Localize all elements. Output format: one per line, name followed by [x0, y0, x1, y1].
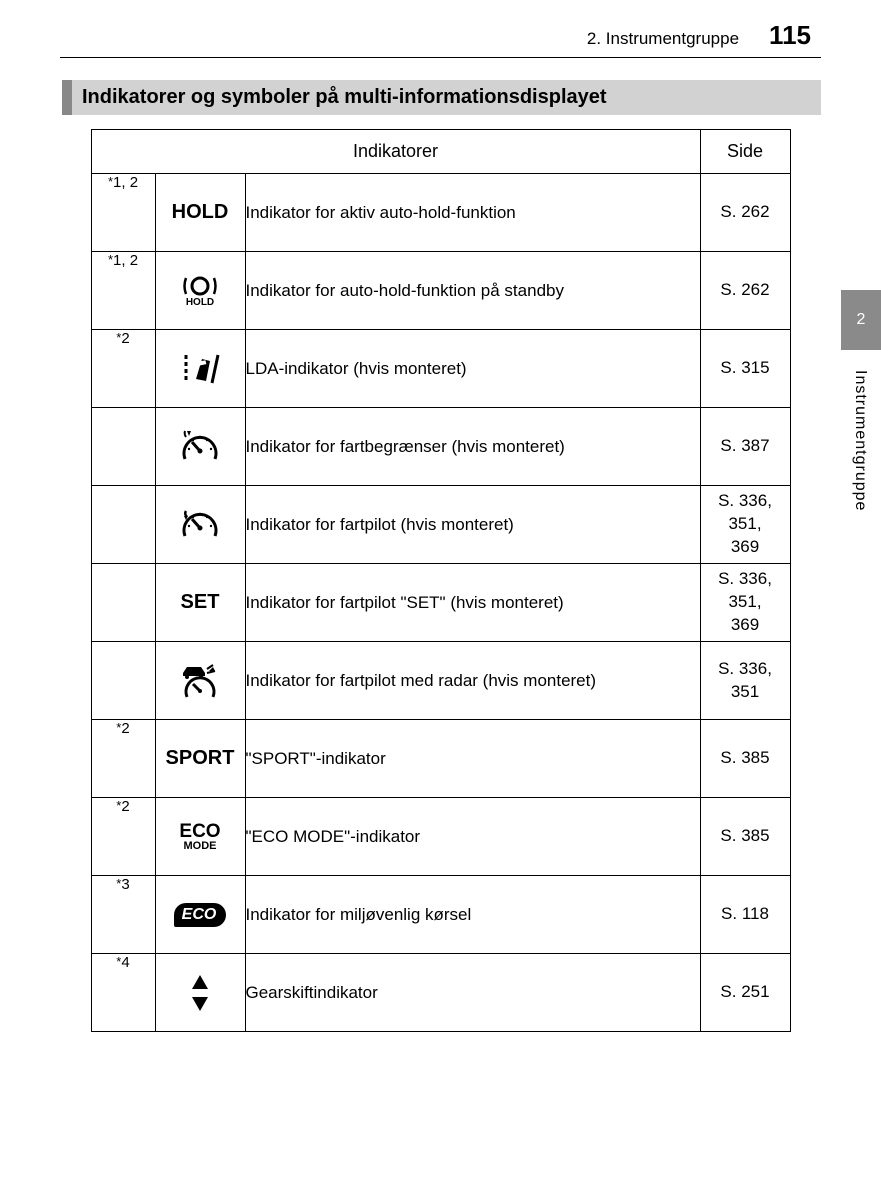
th-page: Side — [700, 130, 790, 174]
chapter-label: 2. Instrumentgruppe — [587, 29, 739, 49]
page-cell: S. 262 — [700, 174, 790, 252]
desc-cell: Indikator for fartpilot med radar (hvis … — [245, 642, 700, 720]
eco-mode-icon: ECO MODE — [156, 822, 245, 852]
side-tab: 2 — [841, 290, 881, 350]
icon-cell — [155, 330, 245, 408]
desc-cell: Indikator for fartpilot "SET" (hvis mont… — [245, 564, 700, 642]
table-row: *3 ECO Indikator for miljøvenlig kørsel … — [91, 876, 790, 954]
desc-cell: LDA-indikator (hvis monteret) — [245, 330, 700, 408]
indicator-table: Indikatorer Side *1, 2 HOLD Indikator fo… — [91, 129, 791, 1032]
lda-icon — [178, 351, 222, 387]
icon-cell: ECO MODE — [155, 798, 245, 876]
table-row: Indikator for fartpilot med radar (hvis … — [91, 642, 790, 720]
table-row: *1, 2 HOLD Indikator for auto-hold-funkt… — [91, 252, 790, 330]
page-cell: S. 387 — [700, 408, 790, 486]
icon-cell — [155, 954, 245, 1032]
table-row: *2 SPORT "SPORT"-indikator S. 385 — [91, 720, 790, 798]
page-cell: S. 315 — [700, 330, 790, 408]
icon-cell: HOLD — [155, 252, 245, 330]
sport-text-icon: SPORT — [166, 747, 235, 770]
table-row: *4 Gearskiftindikator S. 251 — [91, 954, 790, 1032]
note-cell: *4 — [91, 954, 155, 1032]
page-cell: S. 118 — [700, 876, 790, 954]
desc-cell: Indikator for miljøvenlig kørsel — [245, 876, 700, 954]
icon-cell — [155, 642, 245, 720]
cruise-icon — [179, 508, 221, 542]
desc-cell: Indikator for aktiv auto-hold-funktion — [245, 174, 700, 252]
note-cell: *3 — [91, 876, 155, 954]
note-cell — [91, 408, 155, 486]
note-cell: *2 — [91, 330, 155, 408]
desc-cell: "SPORT"-indikator — [245, 720, 700, 798]
side-label: Instrumentgruppe — [851, 370, 869, 511]
page-cell: S. 262 — [700, 252, 790, 330]
page-cell: S. 336,351,369 — [700, 564, 790, 642]
page-cell: S. 336,351,369 — [700, 486, 790, 564]
note-cell: *2 — [91, 720, 155, 798]
page-cell: S. 251 — [700, 954, 790, 1032]
table-row: *2 LDA-indikator (hvis monteret) S. 315 — [91, 330, 790, 408]
table-row: Indikator for fartpilot (hvis monteret) … — [91, 486, 790, 564]
page-header: 2. Instrumentgruppe 115 — [60, 20, 821, 58]
desc-cell: Gearskiftindikator — [245, 954, 700, 1032]
eco-drive-icon: ECO — [174, 903, 227, 927]
table-row: Indikator for fartbegrænser (hvis monter… — [91, 408, 790, 486]
section-heading: Indikatorer og symboler på multi-informa… — [62, 80, 821, 115]
page-cell: S. 385 — [700, 720, 790, 798]
page-cell: S. 336,351 — [700, 642, 790, 720]
th-indicators: Indikatorer — [91, 130, 700, 174]
table-row: SET Indikator for fartpilot "SET" (hvis … — [91, 564, 790, 642]
page-cell: S. 385 — [700, 798, 790, 876]
note-cell: *1, 2 — [91, 252, 155, 330]
hold-standby-icon: HOLD — [156, 274, 245, 308]
radar-cruise-icon — [177, 661, 223, 701]
desc-cell: Indikator for auto-hold-funktion på stan… — [245, 252, 700, 330]
note-cell: *2 — [91, 798, 155, 876]
icon-cell — [155, 408, 245, 486]
desc-cell: Indikator for fartbegrænser (hvis monter… — [245, 408, 700, 486]
page-number: 115 — [769, 20, 811, 51]
desc-cell: "ECO MODE"-indikator — [245, 798, 700, 876]
note-cell: *1, 2 — [91, 174, 155, 252]
icon-cell: SPORT — [155, 720, 245, 798]
speed-limiter-icon — [179, 429, 221, 465]
note-cell — [91, 642, 155, 720]
icon-cell — [155, 486, 245, 564]
set-text-icon: SET — [181, 591, 220, 614]
desc-cell: Indikator for fartpilot (hvis monteret) — [245, 486, 700, 564]
table-row: *1, 2 HOLD Indikator for aktiv auto-hold… — [91, 174, 790, 252]
table-row: *2 ECO MODE "ECO MODE"-indikator S. 385 — [91, 798, 790, 876]
note-cell — [91, 564, 155, 642]
icon-cell: ECO — [155, 876, 245, 954]
icon-cell: HOLD — [155, 174, 245, 252]
hold-text-icon: HOLD — [172, 201, 229, 224]
note-cell — [91, 486, 155, 564]
icon-cell: SET — [155, 564, 245, 642]
gearshift-icon — [190, 973, 210, 1013]
